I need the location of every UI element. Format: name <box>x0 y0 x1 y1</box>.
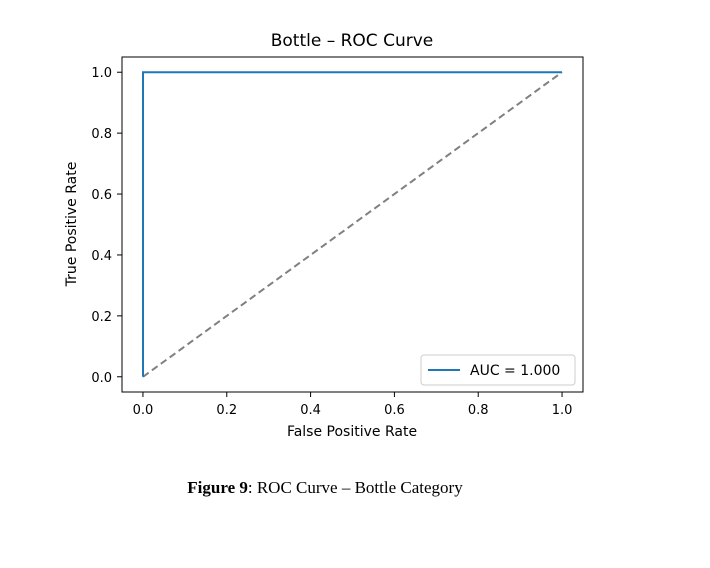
x-tick-label: 0.4 <box>300 403 321 418</box>
y-tick-label: 0.0 <box>91 371 112 386</box>
x-axis-label: False Positive Rate <box>287 424 417 440</box>
series-layer <box>142 71 563 378</box>
caption-label: Figure 9 <box>187 478 248 497</box>
x-axis-ticks: 0.0 0.2 0.4 0.6 0.8 1.0 <box>133 392 573 418</box>
y-tick-label: 1.0 <box>91 66 112 81</box>
y-axis-label: True Positive Rate <box>64 162 80 288</box>
y-tick-label: 0.2 <box>91 310 112 325</box>
legend-label: AUC = 1.000 <box>470 363 560 379</box>
x-tick-label: 0.0 <box>133 403 154 418</box>
roc-curve-line <box>142 71 562 377</box>
chart-title: Bottle – ROC Curve <box>271 31 434 51</box>
plot-area <box>121 56 584 393</box>
figure-caption: Figure 9: ROC Curve – Bottle Category <box>0 478 650 498</box>
caption-text: : ROC Curve – Bottle Category <box>247 478 463 497</box>
y-tick-label: 0.6 <box>91 188 112 203</box>
x-tick-label: 0.2 <box>216 403 237 418</box>
roc-chart: Bottle – ROC Curve 0.0 0.2 0.4 0.6 0.8 1.0 0.… <box>64 31 584 440</box>
y-axis-ticks: 0.0 0.2 0.4 0.6 0.8 1.0 <box>91 66 122 386</box>
x-tick-label: 0.6 <box>384 403 405 418</box>
x-tick-label: 0.8 <box>468 403 489 418</box>
legend-box <box>420 354 576 386</box>
x-tick-label: 1.0 <box>552 403 573 418</box>
chance-line <box>142 71 563 378</box>
legend: AUC = 1.000 <box>420 354 576 386</box>
y-tick-label: 0.8 <box>91 127 112 142</box>
y-tick-label: 0.4 <box>91 249 112 264</box>
